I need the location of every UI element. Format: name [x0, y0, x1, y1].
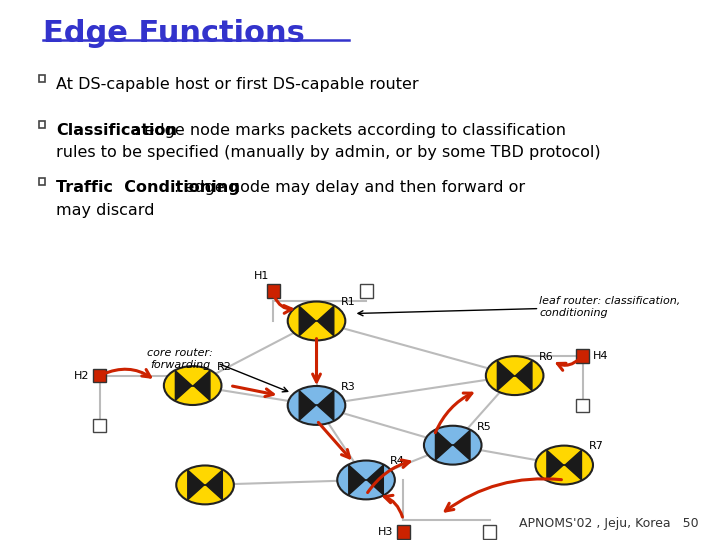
Polygon shape	[565, 450, 582, 480]
Text: : edge node may delay and then forward or: : edge node may delay and then forward o…	[174, 180, 526, 195]
Text: H2: H2	[74, 370, 90, 381]
FancyBboxPatch shape	[39, 121, 45, 127]
Text: At DS-capable host or first DS-capable router: At DS-capable host or first DS-capable r…	[56, 77, 419, 92]
FancyBboxPatch shape	[397, 525, 410, 539]
Polygon shape	[188, 470, 204, 500]
Polygon shape	[516, 361, 532, 390]
Polygon shape	[436, 430, 452, 460]
FancyBboxPatch shape	[576, 399, 589, 412]
FancyBboxPatch shape	[39, 178, 45, 185]
Text: may discard: may discard	[56, 202, 155, 218]
FancyBboxPatch shape	[266, 285, 279, 298]
Text: Edge Functions: Edge Functions	[43, 19, 305, 48]
Text: leaf router: classification,
conditioning: leaf router: classification, conditionin…	[539, 296, 680, 318]
Ellipse shape	[486, 356, 544, 395]
Polygon shape	[367, 465, 383, 495]
Polygon shape	[176, 371, 192, 400]
Text: R2: R2	[217, 362, 232, 372]
Ellipse shape	[424, 426, 482, 464]
Text: R1: R1	[341, 298, 356, 307]
Text: H3: H3	[378, 527, 393, 537]
Ellipse shape	[288, 301, 346, 340]
Polygon shape	[348, 465, 365, 495]
Text: rules to be specified (manually by admin, or by some TBD protocol): rules to be specified (manually by admin…	[56, 145, 600, 160]
Ellipse shape	[176, 465, 234, 504]
FancyBboxPatch shape	[94, 418, 107, 432]
FancyBboxPatch shape	[359, 285, 372, 298]
Text: Traffic  Conditioning: Traffic Conditioning	[56, 180, 240, 195]
Polygon shape	[547, 450, 563, 480]
Polygon shape	[194, 371, 210, 400]
Polygon shape	[300, 306, 315, 336]
Text: R6: R6	[539, 352, 554, 362]
Polygon shape	[318, 306, 334, 336]
Polygon shape	[206, 470, 222, 500]
Ellipse shape	[536, 446, 593, 484]
Text: core router:
forwarding: core router: forwarding	[148, 348, 213, 370]
Ellipse shape	[337, 461, 395, 500]
FancyBboxPatch shape	[576, 349, 589, 362]
Polygon shape	[498, 361, 514, 390]
Text: R4: R4	[390, 456, 405, 467]
Text: H4: H4	[593, 351, 608, 361]
Polygon shape	[454, 430, 470, 460]
Text: Classification: Classification	[56, 123, 177, 138]
Text: R5: R5	[477, 422, 492, 431]
Ellipse shape	[288, 386, 346, 425]
FancyBboxPatch shape	[39, 75, 45, 82]
FancyBboxPatch shape	[94, 369, 107, 382]
FancyBboxPatch shape	[483, 525, 496, 539]
Polygon shape	[318, 390, 334, 420]
Ellipse shape	[164, 366, 222, 405]
Text: APNOMS'02 , Jeju, Korea   50: APNOMS'02 , Jeju, Korea 50	[519, 517, 698, 530]
Text: H1: H1	[254, 272, 269, 281]
Text: : edge node marks packets according to classification: : edge node marks packets according to c…	[134, 123, 566, 138]
Polygon shape	[300, 390, 315, 420]
Text: R3: R3	[341, 382, 356, 392]
Text: R7: R7	[588, 441, 603, 451]
